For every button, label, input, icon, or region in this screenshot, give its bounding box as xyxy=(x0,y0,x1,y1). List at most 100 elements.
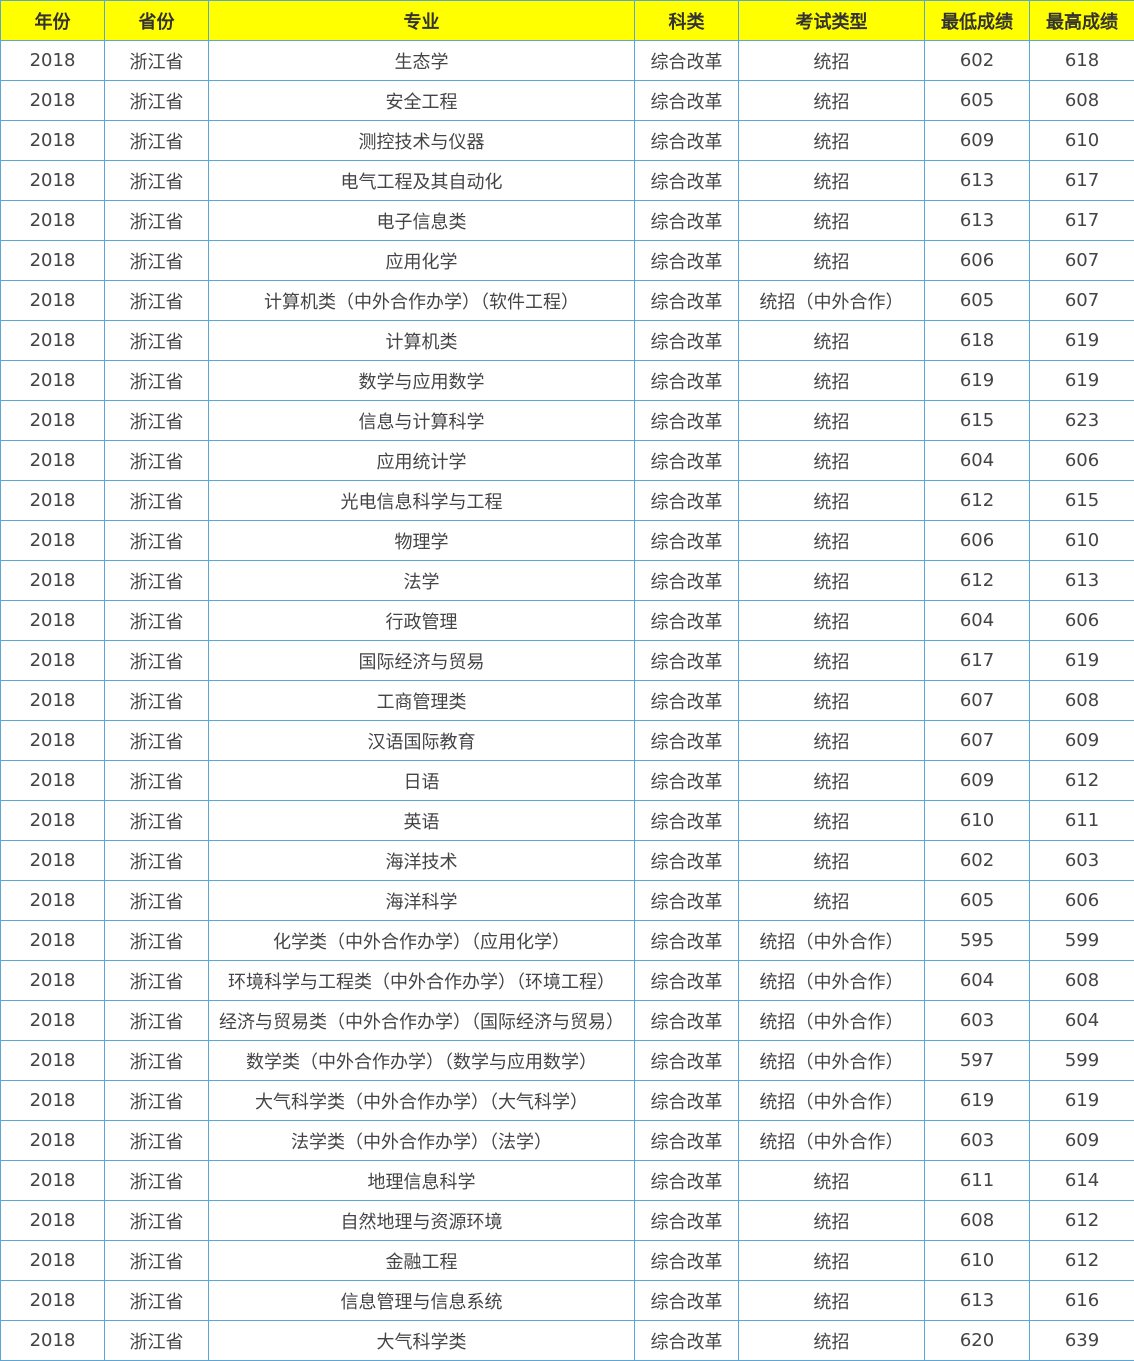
table-cell: 609 xyxy=(924,760,1030,801)
table-cell: 608 xyxy=(1029,80,1134,121)
table-cell: 602 xyxy=(924,840,1030,881)
table-cell: 浙江省 xyxy=(104,1240,209,1281)
table-cell: 统招（中外合作） xyxy=(738,1040,925,1081)
table-cell: 统招（中外合作） xyxy=(738,920,925,961)
table-cell: 自然地理与资源环境 xyxy=(208,1200,635,1241)
table-cell: 2018 xyxy=(0,880,105,921)
table-cell: 620 xyxy=(924,1320,1030,1361)
table-cell: 统招 xyxy=(738,720,925,761)
table-cell: 综合改革 xyxy=(634,1080,739,1121)
table-cell: 行政管理 xyxy=(208,600,635,641)
table-cell: 606 xyxy=(1029,440,1134,481)
table-cell: 工商管理类 xyxy=(208,680,635,721)
table-cell: 浙江省 xyxy=(104,1320,209,1361)
table-row: 2018 浙江省 数学类（中外合作办学）（数学与应用数学） 综合改革 统招（中外合作） 5… xyxy=(0,1040,1134,1081)
table-row: 2018 浙江省 工商管理类 综合改革 统招 607 608 xyxy=(0,680,1134,721)
table-cell: 2018 xyxy=(0,40,105,81)
table-row: 2018 浙江省 信息与计算科学 综合改革 统招 615 623 xyxy=(0,400,1134,441)
table-cell: 法学类（中外合作办学）（法学） xyxy=(208,1120,635,1161)
table-cell: 统招 xyxy=(738,240,925,281)
table-cell: 608 xyxy=(1029,960,1134,1001)
table-cell: 611 xyxy=(924,1160,1030,1201)
table-cell: 综合改革 xyxy=(634,800,739,841)
table-cell: 2018 xyxy=(0,560,105,601)
table-row: 2018 浙江省 信息管理与信息系统 综合改革 统招 613 616 xyxy=(0,1280,1134,1321)
table-cell: 统招 xyxy=(738,400,925,441)
table-cell: 619 xyxy=(1029,320,1134,361)
table-cell: 统招 xyxy=(738,200,925,241)
table-cell: 浙江省 xyxy=(104,760,209,801)
table-cell: 619 xyxy=(924,360,1030,401)
table-cell: 数学类（中外合作办学）（数学与应用数学） xyxy=(208,1040,635,1081)
table-cell: 大气科学类（中外合作办学）（大气科学） xyxy=(208,1080,635,1121)
table-cell: 综合改革 xyxy=(634,240,739,281)
header-cell: 科类 xyxy=(634,0,739,41)
table-cell: 2018 xyxy=(0,600,105,641)
table-row: 2018 浙江省 电气工程及其自动化 综合改革 统招 613 617 xyxy=(0,160,1134,201)
table-cell: 浙江省 xyxy=(104,120,209,161)
table-header: 年份 省份 专业 科类 考试类型 最低成绩 最高成绩 xyxy=(0,0,1134,41)
table-cell: 海洋技术 xyxy=(208,840,635,881)
table-cell: 统招 xyxy=(738,800,925,841)
table-cell: 606 xyxy=(1029,600,1134,641)
table-cell: 统招（中外合作） xyxy=(738,960,925,1001)
table-cell: 浙江省 xyxy=(104,960,209,1001)
table-row: 2018 浙江省 法学类（中外合作办学）（法学） 综合改革 统招（中外合作） 603 609 xyxy=(0,1120,1134,1161)
table-cell: 综合改革 xyxy=(634,1200,739,1241)
table-row: 2018 浙江省 安全工程 综合改革 统招 605 608 xyxy=(0,80,1134,121)
table-cell: 612 xyxy=(924,560,1030,601)
table-cell: 607 xyxy=(1029,280,1134,321)
table-cell: 604 xyxy=(924,960,1030,1001)
table-cell: 2018 xyxy=(0,320,105,361)
table-row: 2018 浙江省 环境科学与工程类（中外合作办学）（环境工程） 综合改革 统招（中外合作… xyxy=(0,960,1134,1001)
table-cell: 623 xyxy=(1029,400,1134,441)
table-cell: 611 xyxy=(1029,800,1134,841)
table-row: 2018 浙江省 化学类（中外合作办学）（应用化学） 综合改革 统招（中外合作） 595 5… xyxy=(0,920,1134,961)
table-cell: 综合改革 xyxy=(634,200,739,241)
table-cell: 2018 xyxy=(0,800,105,841)
table-cell: 信息与计算科学 xyxy=(208,400,635,441)
table-cell: 608 xyxy=(1029,680,1134,721)
table-cell: 统招 xyxy=(738,160,925,201)
table-cell: 595 xyxy=(924,920,1030,961)
table-cell: 615 xyxy=(924,400,1030,441)
table-cell: 统招 xyxy=(738,600,925,641)
table-cell: 2018 xyxy=(0,1280,105,1321)
table-row: 2018 浙江省 地理信息科学 综合改革 统招 611 614 xyxy=(0,1160,1134,1201)
table-cell: 2018 xyxy=(0,840,105,881)
table-row: 2018 浙江省 海洋科学 综合改革 统招 605 606 xyxy=(0,880,1134,921)
table-cell: 综合改革 xyxy=(634,640,739,681)
table-row: 2018 浙江省 英语 综合改革 统招 610 611 xyxy=(0,800,1134,841)
table-cell: 浙江省 xyxy=(104,880,209,921)
table-cell: 统招 xyxy=(738,520,925,561)
table-cell: 综合改革 xyxy=(634,80,739,121)
table-cell: 统招 xyxy=(738,320,925,361)
table-cell: 612 xyxy=(1029,760,1134,801)
table-cell: 浙江省 xyxy=(104,640,209,681)
table-cell: 综合改革 xyxy=(634,1320,739,1361)
table-cell: 化学类（中外合作办学）（应用化学） xyxy=(208,920,635,961)
table-cell: 综合改革 xyxy=(634,1040,739,1081)
table-cell: 法学 xyxy=(208,560,635,601)
table-cell: 浙江省 xyxy=(104,320,209,361)
table-row: 2018 浙江省 计算机类（中外合作办学）（软件工程） 综合改革 统招（中外合作） 605… xyxy=(0,280,1134,321)
table-cell: 599 xyxy=(1029,920,1134,961)
table-cell: 606 xyxy=(924,520,1030,561)
table-cell: 603 xyxy=(1029,840,1134,881)
table-cell: 2018 xyxy=(0,1040,105,1081)
table-cell: 2018 xyxy=(0,520,105,561)
table-cell: 应用化学 xyxy=(208,240,635,281)
table-cell: 统招 xyxy=(738,640,925,681)
table-cell: 浙江省 xyxy=(104,680,209,721)
table-cell: 综合改革 xyxy=(634,400,739,441)
table-cell: 浙江省 xyxy=(104,240,209,281)
table-cell: 613 xyxy=(924,200,1030,241)
table-cell: 2018 xyxy=(0,480,105,521)
table-row: 2018 浙江省 数学与应用数学 综合改革 统招 619 619 xyxy=(0,360,1134,401)
table-cell: 609 xyxy=(1029,720,1134,761)
table-cell: 综合改革 xyxy=(634,1160,739,1201)
table-cell: 计算机类（中外合作办学）（软件工程） xyxy=(208,280,635,321)
table-cell: 浙江省 xyxy=(104,440,209,481)
